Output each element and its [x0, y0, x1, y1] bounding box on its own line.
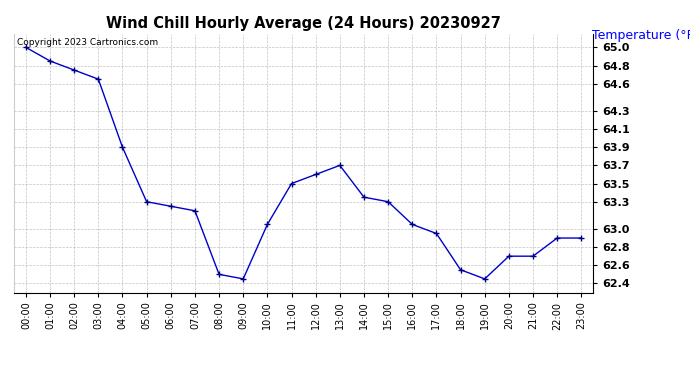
Text: Copyright 2023 Cartronics.com: Copyright 2023 Cartronics.com — [17, 38, 158, 46]
Title: Wind Chill Hourly Average (24 Hours) 20230927: Wind Chill Hourly Average (24 Hours) 202… — [106, 16, 501, 31]
Y-axis label: Temperature (°F): Temperature (°F) — [592, 28, 690, 42]
